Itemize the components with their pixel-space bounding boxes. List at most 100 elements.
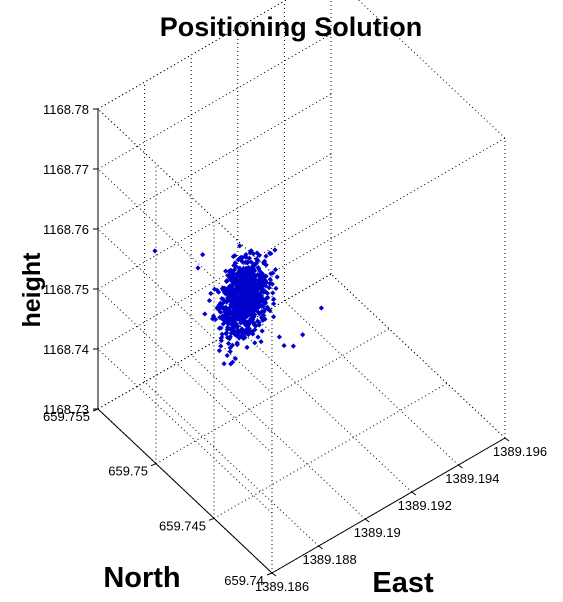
data-point [242,307,248,314]
data-point [252,340,258,346]
data-point [252,327,258,333]
data-point [236,314,242,321]
data-point [233,311,239,317]
data-point [252,304,258,310]
x-tick-mark [504,437,510,442]
x-tick-label: 1389.196 [493,444,547,459]
y-grid-line [213,382,448,519]
data-point [255,278,262,284]
data-point [216,304,222,310]
data-point [265,294,271,301]
data-point [229,342,235,348]
x-axis-line [271,437,506,574]
data-point [249,268,256,274]
data-point [233,271,240,277]
data-point [249,289,255,295]
y-axis-line [97,408,273,574]
data-point [236,265,242,271]
data-point [246,326,252,332]
data-point [290,343,296,349]
z-grid-line [97,33,332,170]
data-point [217,300,223,306]
data-point [230,281,236,287]
data-point [241,290,248,297]
data-point [241,294,247,300]
data-point [220,314,227,320]
data-point [272,267,279,273]
data-point [242,253,248,259]
data-point [221,290,228,296]
data-point [256,266,262,272]
data-point [246,264,252,271]
data-point [255,280,261,286]
data-point [247,311,253,318]
data-point [215,289,222,295]
data-point [245,280,251,287]
data-point [230,295,236,301]
x-grid-line [284,300,459,466]
z-grid-line [97,0,288,110]
data-point [251,320,257,326]
data-point [272,247,278,253]
data-point [245,300,251,306]
box-edge [271,137,506,274]
data-point [243,322,249,328]
data-point [211,286,218,292]
data-point [243,268,249,274]
data-point [256,311,262,317]
data-point [269,281,275,287]
data-point [242,283,249,289]
data-point [227,345,233,351]
z-tick-label: 1168.74 [43,342,89,357]
data-point [232,355,238,362]
data-point [260,283,266,289]
axis-layer [92,108,510,577]
data-point [268,270,274,277]
data-point [246,294,253,300]
data-point [262,299,268,305]
data-point [226,306,232,312]
data-point [223,268,229,274]
data-point [243,299,249,305]
data-point [234,342,240,348]
data-point [244,344,250,350]
data-point [245,276,251,282]
data-point [267,276,273,282]
data-point [224,278,230,285]
data-point [240,271,247,278]
data-point [247,282,253,289]
data-point [244,313,250,319]
data-point [231,319,237,325]
data-point [232,253,238,259]
data-point [261,312,267,318]
data-point [216,348,223,354]
data-point [237,280,243,286]
data-point [233,263,239,269]
data-point [236,303,242,309]
x-tick-label: 1389.188 [302,552,356,567]
data-point [224,352,230,359]
data-point [242,334,248,341]
data-point [202,311,208,317]
data-point [220,287,226,293]
data-point [248,310,255,317]
data-point [241,319,247,325]
data-point [220,321,226,327]
y-grid-line [155,328,390,465]
chart-title: Positioning Solution [160,12,422,42]
data-point [237,290,243,296]
data-point [237,243,243,249]
data-point [238,287,244,293]
data-point [239,326,245,332]
data-point [270,314,277,320]
data-point [249,271,255,277]
data-point [227,273,233,279]
z-tick-label: 1168.77 [43,162,89,177]
data-point [223,309,229,315]
data-point [225,295,231,301]
data-point [260,303,266,309]
data-point [224,327,230,333]
data-point [233,309,239,315]
data-point [263,273,269,279]
data-point [228,304,234,310]
